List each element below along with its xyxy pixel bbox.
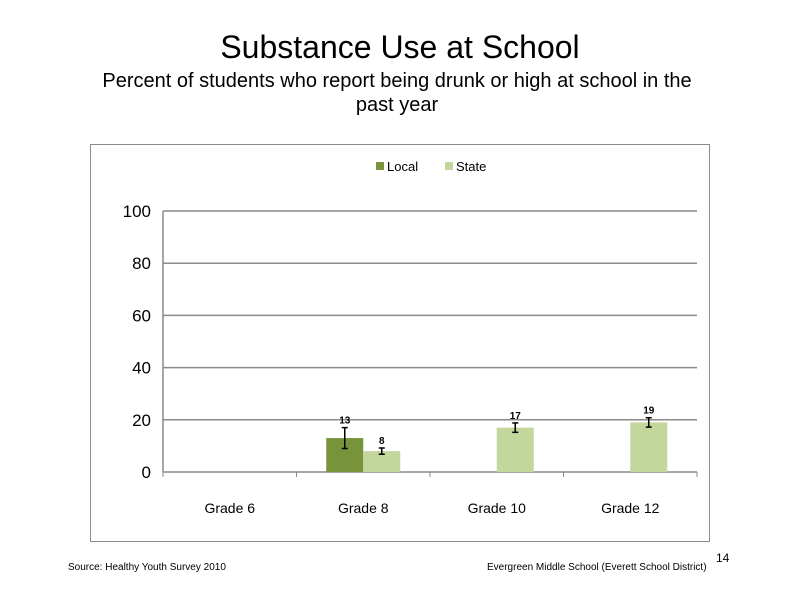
data-label: 13 bbox=[339, 416, 351, 427]
bar-state bbox=[363, 451, 401, 472]
data-label: 8 bbox=[379, 436, 385, 447]
y-tick-label: 100 bbox=[123, 202, 151, 221]
x-category-label: Grade 6 bbox=[204, 500, 255, 516]
legend-label-state: State bbox=[456, 159, 486, 174]
slide-subtitle: Percent of students who report being dru… bbox=[102, 70, 692, 116]
page-number: 14 bbox=[716, 551, 730, 565]
source-note: Source: Healthy Youth Survey 2010 bbox=[68, 562, 226, 573]
y-tick-label: 80 bbox=[132, 254, 151, 273]
x-category-label: Grade 12 bbox=[601, 500, 660, 516]
chart-frame: 0 20 40 60 80 100 Grade 6 Grade 8 Grade 10 Grade … bbox=[90, 144, 710, 542]
x-category-label: Grade 8 bbox=[338, 500, 389, 516]
y-tick-label: 20 bbox=[132, 411, 151, 430]
y-tick-label: 0 bbox=[142, 463, 151, 482]
legend-swatch-local bbox=[376, 162, 384, 170]
bar-state bbox=[630, 422, 668, 472]
y-tick-label: 40 bbox=[132, 359, 151, 378]
x-category-label: Grade 10 bbox=[468, 500, 527, 516]
data-label: 17 bbox=[510, 411, 522, 422]
y-tick-label: 60 bbox=[132, 306, 151, 325]
slide-title: Substance Use at School bbox=[220, 29, 580, 65]
legend-label-local: Local bbox=[387, 159, 418, 174]
data-label: 19 bbox=[643, 406, 655, 417]
school-name: Evergreen Middle School (Everett School … bbox=[487, 562, 707, 573]
legend-swatch-state bbox=[445, 162, 453, 170]
bar-chart: 0 20 40 60 80 100 Grade 6 Grade 8 Grade 10 Grade … bbox=[123, 159, 698, 516]
bar-state bbox=[496, 427, 534, 472]
